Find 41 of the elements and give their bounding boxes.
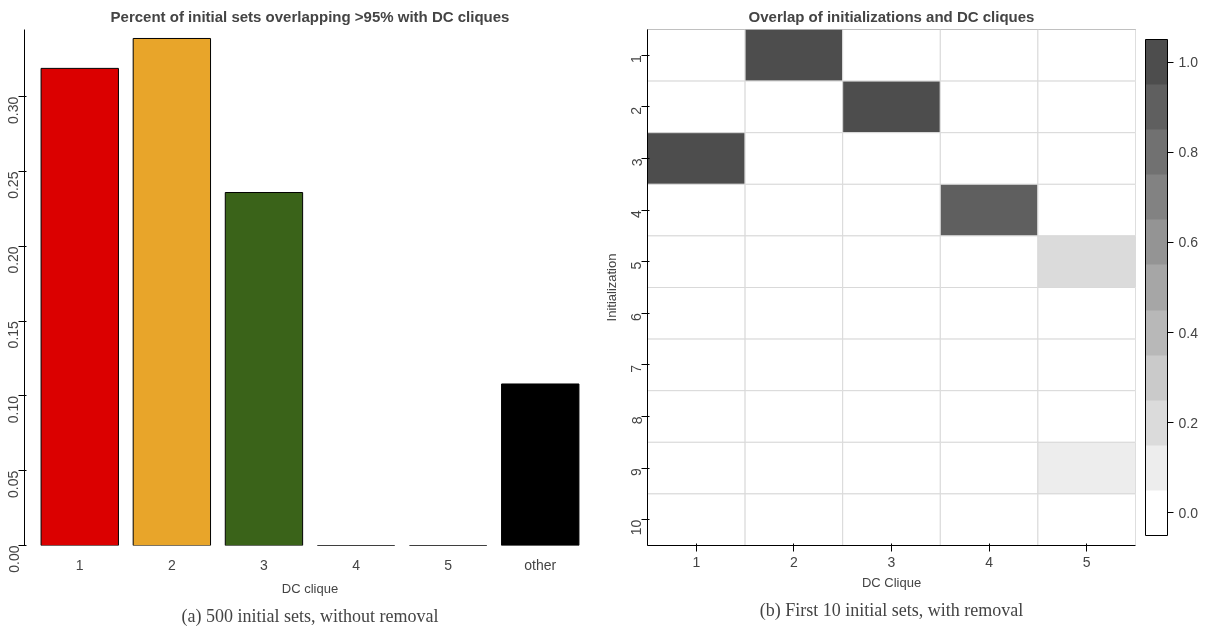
- chart-title: Percent of initial sets overlapping >95% with DC cliques: [110, 7, 510, 25]
- x-tick-label: 5: [1082, 553, 1091, 570]
- x-tick-label: other: [524, 556, 557, 573]
- color-bar-label: 0.4: [1178, 324, 1199, 341]
- color-bar-label: 0.8: [1178, 144, 1199, 161]
- x-axis-title: DC Clique: [861, 574, 922, 590]
- color-bar-label: 0.2: [1178, 414, 1199, 431]
- y-tick-label: 8: [628, 416, 645, 425]
- y-tick-label: 6: [628, 313, 645, 322]
- y-tick-label: 0.05: [5, 470, 22, 498]
- text: (b) First 10 initial sets, with removal: [759, 599, 1024, 621]
- x-tick-label: 3: [260, 556, 269, 573]
- y-tick-label: 5: [628, 261, 645, 270]
- y-tick-label: 0.30: [5, 96, 22, 125]
- x-axis-title: DC clique: [281, 580, 339, 596]
- x-tick-label: 5: [444, 556, 453, 573]
- x-tick-label: 4: [985, 553, 994, 570]
- x-tick-label: 1: [692, 553, 701, 570]
- y-tick-label: 4: [628, 209, 645, 218]
- x-tick-label: 2: [790, 553, 799, 570]
- y-tick-label: 3: [628, 158, 645, 167]
- color-bar-label: 0.6: [1178, 234, 1199, 251]
- x-tick-label: 3: [887, 553, 896, 570]
- y-tick-label: 1: [628, 55, 645, 64]
- x-tick-label: 1: [75, 556, 84, 573]
- x-tick-label: 4: [352, 556, 361, 573]
- y-tick-label: 0.25: [5, 171, 22, 199]
- color-bar-label: 1.0: [1178, 54, 1199, 71]
- x-tick-label: 2: [167, 556, 176, 573]
- y-tick-label: 0.10: [5, 395, 22, 424]
- y-tick-label: 2: [628, 106, 645, 115]
- text: (a) 500 initial sets, without removal: [181, 605, 439, 627]
- y-tick-label: 7: [628, 364, 645, 373]
- y-tick-label: 0.15: [5, 320, 22, 349]
- color-bar-label: 0.0: [1178, 504, 1199, 521]
- y-tick-label: 0.00: [5, 545, 22, 573]
- y-tick-label: 9: [628, 467, 645, 476]
- y-axis-title: Initialization: [603, 253, 619, 322]
- y-tick-label: 0.20: [5, 246, 22, 274]
- y-tick-label: 10: [628, 519, 645, 536]
- chart-title: Overlap of initializations and DC cliques: [748, 7, 1035, 25]
